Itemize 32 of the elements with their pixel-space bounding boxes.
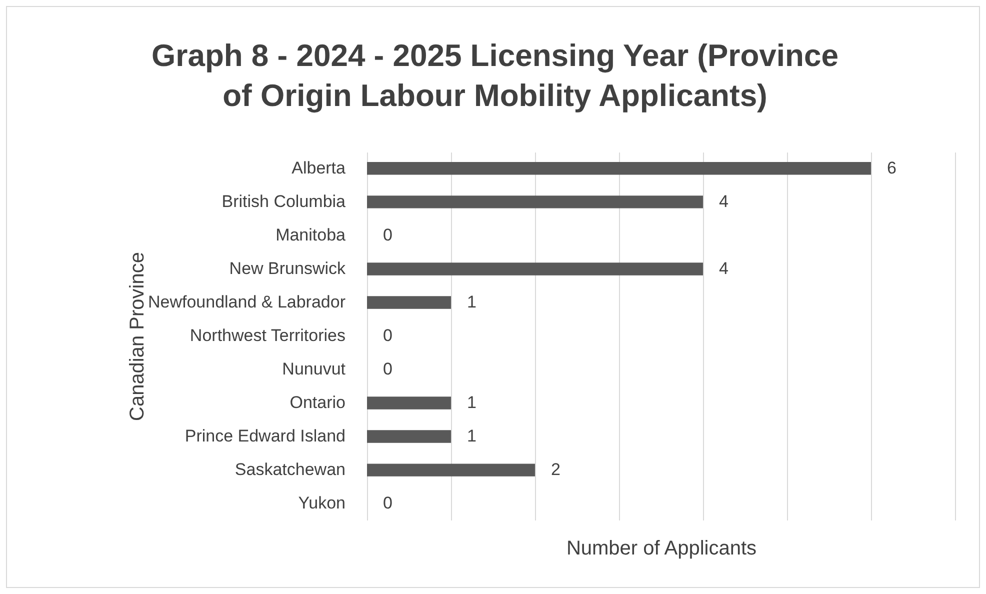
y-tick-label: Northwest Territories [190, 326, 346, 345]
bar [367, 396, 451, 410]
y-tick-label: Yukon [298, 494, 346, 513]
data-label: 1 [467, 292, 476, 312]
y-tick-label: Newfoundland & Labrador [148, 292, 346, 312]
data-label: 0 [383, 494, 392, 513]
data-label: 6 [887, 158, 896, 178]
y-tick-label: Ontario [290, 393, 346, 412]
bar [367, 430, 451, 443]
data-label: 2 [551, 460, 560, 480]
data-label: 4 [719, 192, 728, 211]
y-tick-label: Nunuvut [282, 360, 346, 379]
y-tick-label: Prince Edward Island [184, 426, 346, 446]
y-tick-label: British Columbia [222, 192, 346, 211]
x-axis-title: Number of Applicants [566, 538, 757, 560]
y-tick-label: New Brunswick [229, 258, 346, 278]
y-tick-label: Alberta [292, 158, 346, 178]
y-axis-title: Canadian Province [126, 252, 148, 421]
data-label: 4 [719, 258, 728, 278]
data-label: 0 [383, 225, 392, 244]
data-label: 0 [383, 360, 392, 379]
data-label: 0 [383, 326, 392, 345]
data-label: 1 [467, 426, 476, 446]
y-tick-label: Saskatchewan [234, 460, 346, 480]
bar [367, 296, 451, 309]
y-tick-label: Manitoba [276, 225, 346, 244]
bar [367, 464, 535, 476]
data-label: 1 [467, 393, 476, 412]
bar [367, 162, 871, 175]
chart-title: Graph 8 - 2024 - 2025 Licensing Year (Province of Origin Labour Mobility Applicants) [150, 37, 840, 115]
bar [367, 196, 703, 208]
bar [367, 262, 703, 276]
